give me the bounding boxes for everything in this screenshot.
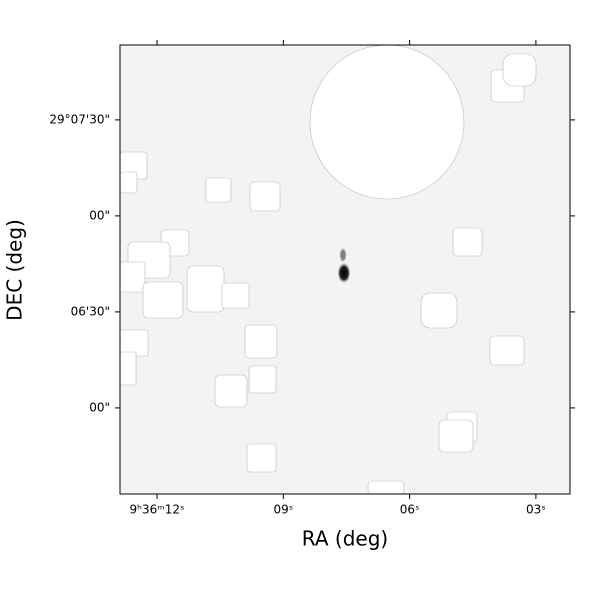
y-tick-label: 00" bbox=[89, 400, 110, 414]
x-tick-label: 06ˢ bbox=[400, 503, 420, 517]
x-tick-label: 09ˢ bbox=[273, 503, 293, 517]
y-tick-label: 00" bbox=[89, 208, 110, 222]
y-tick-label: 29°07'30" bbox=[49, 112, 110, 126]
x-tick-label: 9ʰ36ᵐ12ˢ bbox=[130, 503, 185, 517]
frame bbox=[119, 44, 571, 495]
y-axis-label: DEC (deg) bbox=[3, 219, 27, 321]
masks bbox=[119, 44, 537, 495]
y-tick-label: 06'30" bbox=[71, 304, 110, 318]
x-axis-label: RA (deg) bbox=[302, 527, 388, 551]
source bbox=[337, 247, 351, 284]
x-tick-label: 03ˢ bbox=[526, 503, 546, 517]
